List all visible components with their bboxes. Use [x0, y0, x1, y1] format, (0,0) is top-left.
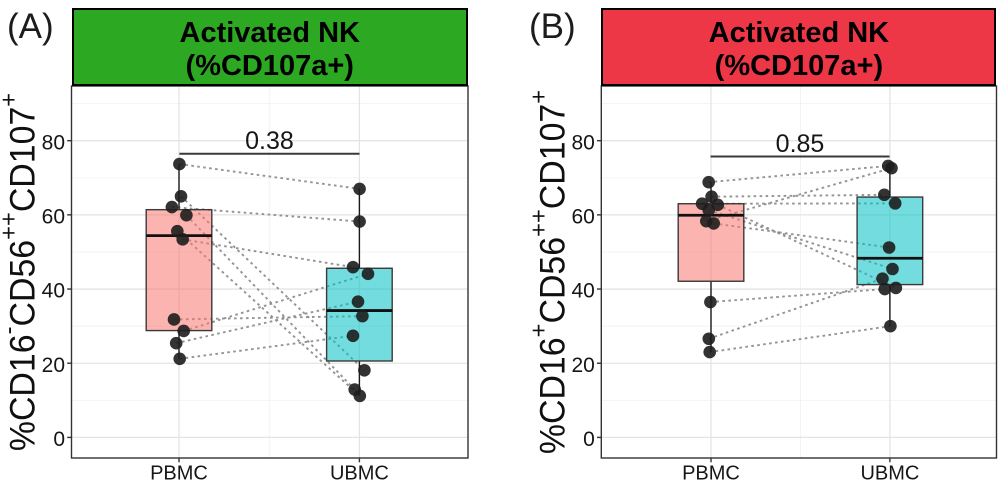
data-point [167, 313, 181, 326]
data-point [884, 319, 897, 333]
y-tick-label: 80 [42, 131, 65, 154]
x-tick-label-pbmc: PBMC [150, 463, 208, 484]
data-point [889, 281, 903, 295]
paired-subject-line [708, 164, 889, 184]
x-tick-label-ubmc: UBMC [330, 463, 389, 484]
panel-a-title-line1: Activated NK [179, 16, 361, 49]
data-point [353, 389, 367, 403]
plot-area [601, 86, 997, 458]
x-tick-label-ubmc: UBMC [860, 463, 919, 484]
paired-subject-line [709, 325, 891, 354]
panel-border [70, 85, 469, 459]
panel-a-title-line2: (%CD107a+) [185, 50, 354, 82]
panel-b-y-axis-title: %CD16+CD56++CD107+ [525, 89, 572, 455]
panel-b-pvalue-label: 0.85 [775, 130, 825, 159]
data-point [174, 190, 188, 203]
data-point [346, 260, 360, 274]
data-point [180, 208, 193, 222]
paired-subject-line [185, 214, 356, 391]
data-point [878, 282, 892, 296]
data-point [356, 309, 369, 323]
paired-subject-line [175, 300, 359, 345]
data-point [702, 175, 715, 189]
y-tick-label: 20 [571, 354, 594, 377]
paired-subject-line [179, 334, 354, 360]
box-pbmc [677, 203, 745, 282]
data-point [882, 241, 896, 254]
data-point [173, 157, 186, 171]
x-tick-label-pbmc: PBMC [682, 463, 740, 484]
data-point [358, 363, 371, 377]
data-point [353, 215, 366, 228]
panel-border [600, 85, 998, 459]
panel-a-y-axis-title: %CD16-CD56++CD107+ [0, 93, 42, 452]
data-point [176, 233, 189, 246]
data-point [351, 295, 365, 308]
data-point [707, 217, 720, 230]
data-point [704, 295, 717, 309]
y-tick-label: 60 [42, 205, 65, 228]
y-tick-label: 40 [571, 280, 594, 303]
data-point [885, 161, 898, 175]
data-point [177, 324, 190, 338]
panel-a: 0 20 40 60 80 PBMC UBMC [42, 85, 469, 484]
data-point [876, 272, 889, 285]
paired-subject-line [182, 238, 354, 269]
panel-b: 0 20 40 60 80 PBMC UBMC [571, 85, 998, 484]
y-tick-label: 40 [42, 280, 65, 303]
panel-a-label: (A) [7, 6, 54, 46]
data-point [361, 267, 375, 281]
panel-a-title-banner: Activated NK (%CD107a+) [71, 8, 468, 86]
data-point [165, 200, 179, 214]
plot-area [71, 86, 468, 458]
y-tick-label: 20 [42, 354, 65, 377]
panel-b-title-banner: Activated NK (%CD107a+) [601, 8, 997, 86]
data-point [878, 188, 891, 202]
data-point [886, 262, 899, 276]
paired-subject-line [183, 272, 369, 332]
data-point [353, 182, 366, 196]
y-tick-label: 0 [583, 428, 595, 451]
data-point [703, 345, 716, 359]
data-point [702, 203, 715, 217]
panel-a-pvalue-label: 0.38 [245, 127, 294, 156]
paired-subject-line [710, 288, 885, 303]
panel-b-label: (B) [529, 6, 576, 46]
data-point [169, 336, 183, 350]
y-tick-label: 60 [571, 205, 594, 228]
data-point [173, 352, 186, 366]
paired-subject-line [708, 277, 883, 340]
panel-b-title-line2: (%CD107a+) [714, 50, 884, 82]
data-point [888, 197, 902, 210]
paired-subject-line [179, 163, 360, 190]
data-point [346, 329, 360, 343]
data-point [702, 332, 716, 346]
paired-subject-line [711, 193, 885, 198]
y-tick-label: 80 [571, 131, 594, 154]
panel-b-title-line1: Activated NK [708, 16, 890, 49]
paired-subject-line [176, 230, 361, 397]
y-tick-label: 0 [53, 428, 65, 451]
